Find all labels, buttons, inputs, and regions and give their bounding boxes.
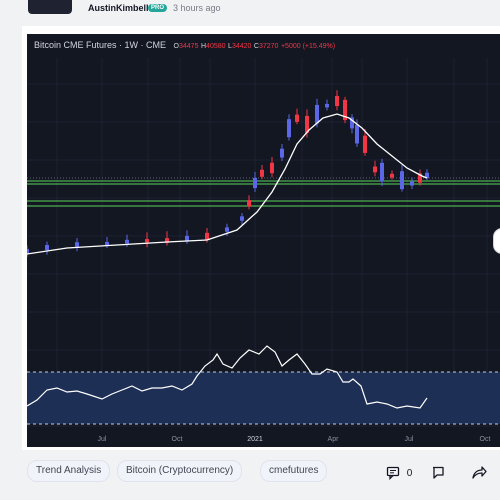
- price-chart-svg: Jul Oct 2021 Apr Jul Oct: [27, 58, 500, 443]
- post-time: 3 hours ago: [173, 3, 221, 13]
- candle-body: [425, 172, 429, 179]
- close-value: 37270: [258, 43, 279, 50]
- candle-body: [380, 162, 384, 182]
- candle-body: [280, 148, 284, 158]
- candle-body: [418, 173, 422, 183]
- chart-legend: Bitcoin CME Futures · 1W · CME O34475 H4…: [34, 40, 335, 50]
- candle-body: [295, 114, 299, 122]
- candle-body: [165, 238, 169, 243]
- open-label: O: [173, 43, 179, 50]
- avatar[interactable]: [28, 0, 72, 14]
- candle-body: [247, 200, 251, 207]
- high-value: 40580: [206, 43, 226, 50]
- chart-panel[interactable]: Jul Oct 2021 Apr Jul Oct Bitcoin CME Futures …: [27, 34, 500, 447]
- candle-body: [373, 166, 377, 173]
- open-value: 34475: [179, 43, 199, 50]
- tag-cmefutures[interactable]: cmefutures: [260, 460, 328, 482]
- author-name[interactable]: AustinKimbell: [88, 3, 149, 13]
- candle-body: [400, 171, 404, 190]
- comment-count: 0: [406, 467, 413, 479]
- candle-body: [75, 242, 79, 247]
- candle-body: [240, 216, 244, 221]
- symbol-label: Bitcoin CME Futures · 1W · CME: [34, 40, 167, 50]
- comment-icon: [386, 466, 400, 481]
- candle-body: [355, 124, 359, 144]
- candle-body: [343, 99, 347, 121]
- candle-body: [185, 235, 189, 242]
- tag-trend-analysis[interactable]: Trend Analysis: [27, 460, 111, 482]
- expand-side-button[interactable]: [493, 228, 500, 254]
- candle-body: [335, 95, 339, 107]
- candle-body: [225, 227, 229, 232]
- candle-body: [325, 103, 329, 108]
- oscillator-line: [27, 345, 428, 409]
- moving-average-line: [27, 113, 428, 255]
- candle-body: [350, 117, 354, 129]
- candle-body: [205, 232, 209, 240]
- x-axis-tick-label: Jul: [98, 436, 107, 443]
- x-axis-tick-label: 2021: [247, 436, 263, 443]
- candle-body: [260, 169, 264, 177]
- tag-bitcoin[interactable]: Bitcoin (Cryptocurrency): [117, 460, 243, 482]
- candle-body: [287, 119, 291, 138]
- low-value: 34420: [231, 43, 252, 50]
- close-label: C: [253, 43, 259, 50]
- candle-body: [363, 135, 367, 153]
- candle-body: [145, 239, 149, 243]
- candle-body: [305, 115, 309, 133]
- candle-body: [390, 173, 394, 178]
- report-button[interactable]: [431, 466, 445, 480]
- candle-body: [410, 181, 414, 186]
- candle-body: [270, 162, 274, 174]
- share-button[interactable]: [471, 466, 487, 480]
- low-label: L: [228, 43, 232, 50]
- share-icon: [472, 466, 487, 479]
- post-header: AustinKimbell PRO 3 hours ago: [0, 0, 500, 20]
- candle-body: [253, 177, 257, 189]
- high-label: H: [200, 43, 207, 50]
- flag-icon: [433, 466, 444, 479]
- oscillator-band: [27, 372, 500, 424]
- candle-body: [105, 242, 109, 246]
- pro-badge: PRO: [148, 4, 168, 12]
- candle-body: [125, 239, 129, 244]
- candle-body: [315, 104, 319, 124]
- x-axis-tick-label: Oct: [480, 436, 491, 443]
- candle-body: [45, 244, 49, 251]
- change-value: +5000 (+15.49%): [280, 43, 336, 50]
- candle-body: [27, 248, 29, 255]
- x-axis-tick-label: Jul: [405, 436, 414, 443]
- x-axis-tick-label: Apr: [328, 436, 340, 443]
- x-axis-tick-label: Oct: [172, 436, 183, 443]
- comment-button[interactable]: 0: [386, 466, 413, 481]
